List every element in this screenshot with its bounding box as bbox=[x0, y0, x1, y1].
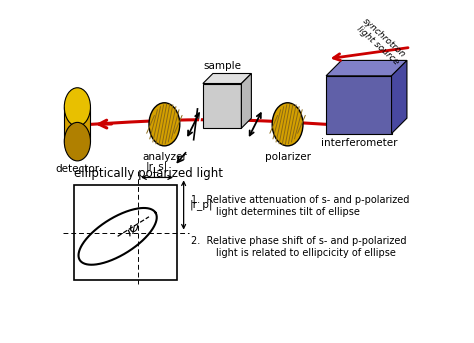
Ellipse shape bbox=[64, 122, 91, 161]
Ellipse shape bbox=[149, 103, 180, 146]
Polygon shape bbox=[326, 76, 392, 133]
Polygon shape bbox=[203, 83, 241, 128]
Polygon shape bbox=[64, 107, 91, 142]
Text: sample: sample bbox=[203, 61, 241, 71]
Polygon shape bbox=[203, 73, 251, 83]
Ellipse shape bbox=[64, 88, 91, 126]
Text: 1.  Relative attenuation of s- and p-polarized
        light determines tilt of : 1. Relative attenuation of s- and p-pola… bbox=[191, 195, 410, 217]
Text: elliptically polarized light: elliptically polarized light bbox=[74, 167, 223, 180]
Polygon shape bbox=[241, 73, 251, 128]
Text: synchrotron
light source: synchrotron light source bbox=[354, 16, 408, 67]
Polygon shape bbox=[326, 60, 407, 76]
Bar bbox=[74, 185, 177, 280]
Text: polarizer: polarizer bbox=[264, 152, 310, 162]
Text: 2.  Relative phase shift of s- and p-polarized
        light is related to ellip: 2. Relative phase shift of s- and p-pola… bbox=[191, 236, 407, 258]
Text: Ψ: Ψ bbox=[128, 224, 137, 237]
Ellipse shape bbox=[272, 103, 303, 146]
Text: |r_s|: |r_s| bbox=[146, 161, 168, 172]
Text: detector: detector bbox=[55, 164, 100, 174]
Text: |r_p|: |r_p| bbox=[190, 200, 213, 211]
Polygon shape bbox=[392, 60, 407, 133]
Text: analyzer: analyzer bbox=[142, 152, 187, 162]
Text: interferometer: interferometer bbox=[320, 138, 397, 148]
